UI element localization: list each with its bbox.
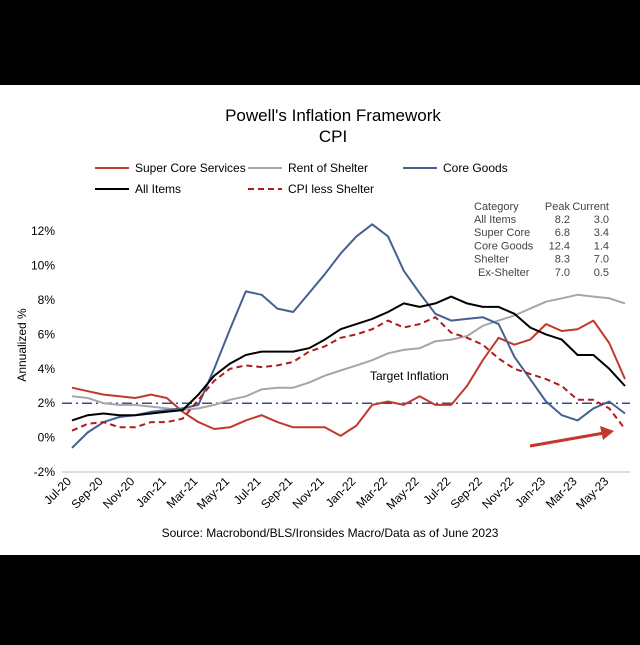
- annotation-arrow: [529, 431, 605, 448]
- table-cell: Ex-Shelter: [478, 267, 530, 279]
- table-cell: Super Core: [474, 227, 530, 239]
- legend-label: All Items: [135, 182, 181, 196]
- chart-background: [0, 85, 640, 555]
- table-cell: 0.5: [594, 267, 609, 279]
- table-cell: Core Goods: [474, 240, 534, 252]
- legend-label: Core Goods: [443, 161, 508, 175]
- y-tick-label: 12%: [31, 224, 55, 238]
- y-axis-label: Annualized %: [15, 308, 29, 382]
- series-line: [71, 293, 626, 412]
- series-line: [71, 295, 626, 422]
- target-label: Target Inflation: [370, 369, 449, 383]
- table-cell: 12.4: [549, 240, 570, 252]
- y-tick-label: -2%: [34, 465, 56, 479]
- table-header: Current: [572, 201, 609, 213]
- annotation-arrowhead: [600, 426, 614, 440]
- source-note: Source: Macrobond/BLS/Ironsides Macro/Da…: [162, 526, 499, 540]
- table-cell: 3.4: [594, 227, 609, 239]
- chart-subtitle: CPI: [319, 127, 347, 146]
- series-line: [71, 223, 626, 449]
- table-cell: 8.2: [555, 214, 570, 226]
- legend-label: Rent of Shelter: [288, 161, 368, 175]
- table-cell: 8.3: [555, 254, 570, 266]
- table-cell: 3.0: [594, 214, 609, 226]
- table-header: Category: [474, 201, 519, 213]
- table-cell: 7.0: [555, 267, 570, 279]
- table-cell: All Items: [474, 214, 517, 226]
- y-tick-label: 8%: [38, 293, 56, 307]
- table-cell: 1.4: [594, 240, 609, 252]
- table-cell: Shelter: [474, 254, 509, 266]
- series-line: [71, 316, 626, 432]
- y-tick-label: 0%: [38, 431, 56, 445]
- y-tick-label: 4%: [38, 362, 56, 376]
- legend-label: Super Core Services: [135, 161, 246, 175]
- chart-title: Powell's Inflation Framework: [225, 106, 441, 125]
- y-tick-label: 6%: [38, 327, 56, 341]
- legend-label: CPI less Shelter: [288, 182, 374, 196]
- table-cell: 7.0: [594, 254, 609, 266]
- table-cell: 6.8: [555, 227, 570, 239]
- y-tick-label: 2%: [38, 396, 56, 410]
- table-header: Peak: [545, 201, 571, 213]
- y-tick-label: 10%: [31, 259, 55, 273]
- series-line: [71, 319, 626, 437]
